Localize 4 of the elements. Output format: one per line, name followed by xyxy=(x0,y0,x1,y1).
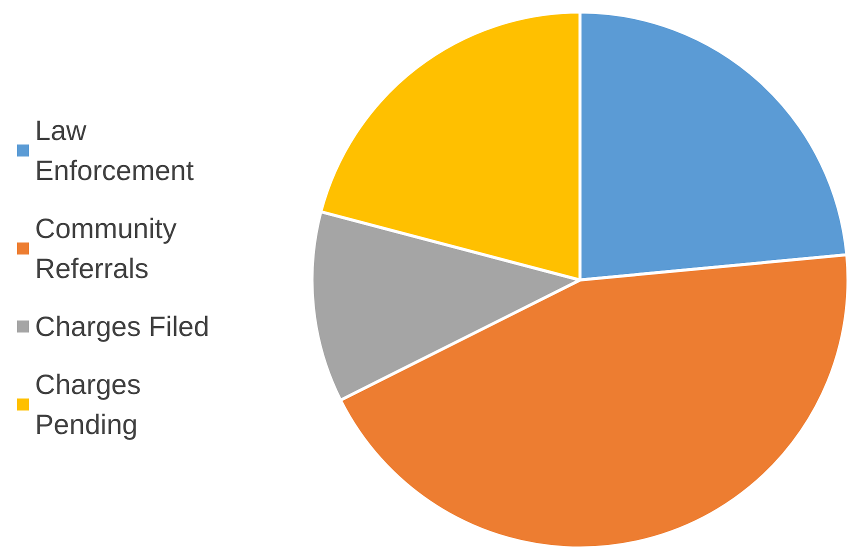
legend-label: Charges Pending xyxy=(35,369,149,440)
legend-label: Law Enforcement xyxy=(35,115,194,186)
legend-label: Community Referrals xyxy=(35,213,184,284)
legend-label: Charges Filed xyxy=(35,311,210,342)
